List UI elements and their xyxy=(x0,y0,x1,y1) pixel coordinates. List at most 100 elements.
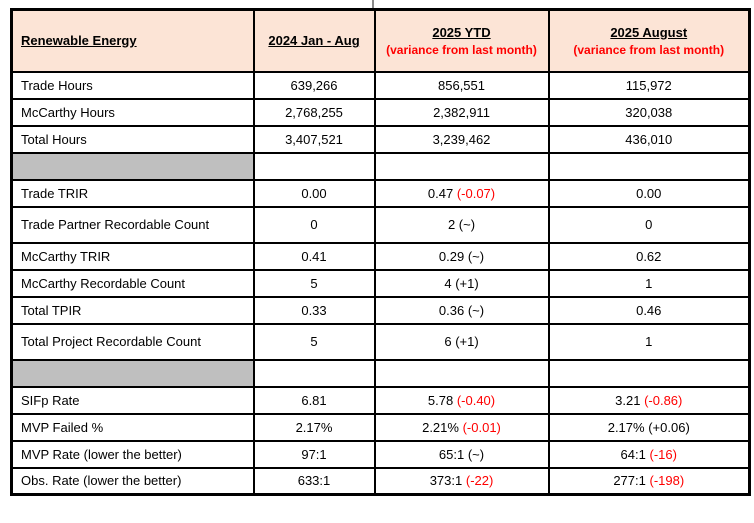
cell-value: 373:1 xyxy=(429,473,463,489)
variance-value: (+0.06) xyxy=(648,419,690,435)
value-cell[interactable]: 856,551 xyxy=(373,70,550,100)
row-label: Trade TRIR xyxy=(21,185,89,201)
variance-value: (~) xyxy=(458,217,476,232)
table-row: Total Hours 3,407,521 3,239,462 436,010 xyxy=(10,124,751,154)
value-cell[interactable]: 320,038 xyxy=(547,97,751,127)
cell-value: 97:1 xyxy=(301,446,327,462)
value-cell[interactable]: 6.81 xyxy=(252,385,376,415)
value-cell[interactable]: 65:1 (~) xyxy=(373,439,550,469)
separator-cell[interactable] xyxy=(10,358,255,388)
value-cell[interactable]: 0.46 xyxy=(547,295,751,325)
row-label: Obs. Rate (lower the better) xyxy=(21,473,182,489)
value-cell[interactable]: 0.00 xyxy=(252,178,376,208)
value-cell[interactable]: 1 xyxy=(547,268,751,298)
value-cell[interactable]: 0 xyxy=(252,205,376,244)
cell-value: 0.46 xyxy=(636,302,662,318)
value-cell[interactable]: 5 xyxy=(252,268,376,298)
value-cell[interactable]: 3.21 (-0.86) xyxy=(547,385,751,415)
row-label-cell[interactable]: Total TPIR xyxy=(10,295,255,325)
row-label-cell[interactable]: Trade Partner Recordable Count xyxy=(10,205,255,244)
separator-empty-cell[interactable] xyxy=(547,151,751,181)
value-cell[interactable]: 2,382,911 xyxy=(373,97,550,127)
row-label-cell[interactable]: Obs. Rate (lower the better) xyxy=(10,466,255,496)
row-label-cell[interactable]: MVP Rate (lower the better) xyxy=(10,439,255,469)
cell-value: 115,972 xyxy=(625,77,672,93)
table-row: McCarthy TRIR 0.41 0.29 (~) 0.62 xyxy=(10,241,751,271)
value-cell[interactable]: 0.33 xyxy=(252,295,376,325)
variance-value: (~) xyxy=(467,302,485,318)
row-label-cell[interactable]: Trade TRIR xyxy=(10,178,255,208)
value-cell[interactable]: 373:1 (-22) xyxy=(373,466,550,496)
cell-value: 1 xyxy=(645,275,653,291)
value-cell[interactable]: 3,407,521 xyxy=(252,124,376,154)
renewable-energy-report-table: Renewable Energy 2024 Jan - Aug 2025 YTD… xyxy=(10,8,751,496)
value-cell[interactable]: 639,266 xyxy=(252,70,376,100)
cell-value: 2.21% xyxy=(422,419,459,435)
table-row: SIFp Rate 6.81 5.78 (-0.40) 3.21 (-0.86) xyxy=(10,385,751,415)
value-cell[interactable]: 5 xyxy=(252,322,376,361)
value-cell[interactable]: 2 (~) xyxy=(373,205,550,244)
row-label-cell[interactable]: Trade Hours xyxy=(10,70,255,100)
row-label: McCarthy Recordable Count xyxy=(21,275,186,291)
cell-value: 0.00 xyxy=(636,185,662,201)
value-cell[interactable]: 2.17% (+0.06) xyxy=(547,412,751,442)
value-cell[interactable]: 0 xyxy=(547,205,751,244)
value-cell[interactable]: 3,239,462 xyxy=(373,124,550,154)
separator-empty-cell[interactable] xyxy=(252,151,376,181)
row-label-cell[interactable]: McCarthy Hours xyxy=(10,97,255,127)
cell-value: 2,382,911 xyxy=(433,104,490,120)
cell-value: 0.00 xyxy=(301,185,327,201)
separator-empty-cell[interactable] xyxy=(373,358,550,388)
row-label-cell[interactable]: Total Hours xyxy=(10,124,255,154)
cell-value: 2,768,255 xyxy=(285,104,343,120)
value-cell[interactable]: 2,768,255 xyxy=(252,97,376,127)
value-cell[interactable]: 6 (+1) xyxy=(373,322,550,361)
value-cell[interactable]: 97:1 xyxy=(252,439,376,469)
value-cell[interactable]: 0.41 xyxy=(252,241,376,271)
table-row: Trade TRIR 0.00 0.47 (-0.07) 0.00 xyxy=(10,178,751,208)
header-cell-2024-jan-aug[interactable]: 2024 Jan - Aug xyxy=(252,8,376,73)
variance-value: (+1) xyxy=(455,275,479,291)
header-row: Renewable Energy 2024 Jan - Aug 2025 YTD… xyxy=(10,8,751,73)
page-break-dashed-line xyxy=(372,0,374,10)
value-cell[interactable]: 0.36 (~) xyxy=(373,295,550,325)
separator-empty-cell[interactable] xyxy=(252,358,376,388)
row-label-cell[interactable]: McCarthy TRIR xyxy=(10,241,255,271)
separator-empty-cell[interactable] xyxy=(373,151,550,181)
value-cell[interactable]: 2.17% xyxy=(252,412,376,442)
variance-value: (-0.01) xyxy=(462,419,501,435)
table-row: MVP Failed % 2.17% 2.21% (-0.01) 2.17% (+0.… xyxy=(10,412,751,442)
value-cell[interactable]: 5.78 (-0.40) xyxy=(373,385,550,415)
cell-value: 3,407,521 xyxy=(285,131,343,147)
cell-value: 0.33 xyxy=(301,302,327,318)
value-cell[interactable]: 0.29 (~) xyxy=(373,241,550,271)
variance-value: (-0.86) xyxy=(644,392,683,408)
table-row: MVP Rate (lower the better) 97:1 65:1 (~) 6… xyxy=(10,439,751,469)
value-cell[interactable]: 0.47 (-0.07) xyxy=(373,178,550,208)
value-cell[interactable]: 0.00 xyxy=(547,178,751,208)
cell-value: 0.41 xyxy=(301,248,327,264)
table-row: McCarthy Recordable Count 5 4 (+1) 1 xyxy=(10,268,751,298)
header-cell-renewable-energy[interactable]: Renewable Energy xyxy=(10,8,255,73)
value-cell[interactable]: 2.21% (-0.01) xyxy=(373,412,550,442)
cell-value: 2.17% xyxy=(607,419,645,435)
value-cell[interactable]: 64:1 (-16) xyxy=(547,439,751,469)
value-cell[interactable]: 4 (+1) xyxy=(373,268,550,298)
value-cell[interactable]: 115,972 xyxy=(547,70,751,100)
separator-empty-cell[interactable] xyxy=(547,358,751,388)
value-cell[interactable]: 1 xyxy=(547,322,751,361)
header-cell-2025-ytd[interactable]: 2025 YTD (variance from last month) xyxy=(373,8,550,73)
separator-cell[interactable] xyxy=(10,151,255,181)
value-cell[interactable]: 277:1 (-198) xyxy=(547,466,751,496)
value-cell[interactable]: 436,010 xyxy=(547,124,751,154)
row-label-cell[interactable]: SIFp Rate xyxy=(10,385,255,415)
value-cell[interactable]: 633:1 xyxy=(252,466,376,496)
row-label-cell[interactable]: MVP Failed % xyxy=(10,412,255,442)
table-row: Total TPIR 0.33 0.36 (~) 0.46 xyxy=(10,295,751,325)
row-label-cell[interactable]: Total Project Recordable Count xyxy=(10,322,255,361)
cell-value: 0 xyxy=(645,217,653,232)
header-cell-2025-august[interactable]: 2025 August (variance from last month) xyxy=(547,8,751,73)
row-label-cell[interactable]: McCarthy Recordable Count xyxy=(10,268,255,298)
value-cell[interactable]: 0.62 xyxy=(547,241,751,271)
row-label: Total Project Recordable Count xyxy=(21,334,201,349)
